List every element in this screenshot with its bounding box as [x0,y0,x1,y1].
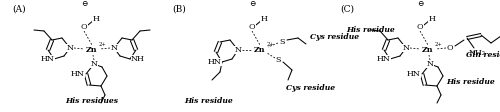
Text: Zn: Zn [254,46,266,54]
Text: 2+: 2+ [267,42,275,47]
Text: ⊖: ⊖ [249,0,255,8]
Text: H: H [428,15,436,23]
Text: NH: NH [131,55,145,63]
Text: O: O [416,23,424,31]
Text: H: H [92,15,100,23]
Text: N: N [234,46,242,54]
Text: Gln residue: Gln residue [466,51,500,59]
Text: N: N [426,60,434,68]
Text: HN: HN [208,58,222,66]
Text: Zn: Zn [422,46,434,54]
Text: HN: HN [71,70,85,78]
Text: (B): (B) [172,5,186,14]
Text: N: N [90,60,98,68]
Text: N: N [110,44,117,52]
Text: S: S [279,38,285,46]
Text: (C): (C) [340,5,354,14]
Text: 2+: 2+ [99,42,107,47]
Text: His residue: His residue [446,78,495,86]
Text: N: N [66,44,73,52]
Text: Zn: Zn [86,46,98,54]
Text: O: O [248,23,256,31]
Text: His residue: His residue [184,97,233,105]
Text: His residue: His residue [346,26,395,34]
Text: Cys residue: Cys residue [310,33,359,41]
Text: HN: HN [407,70,421,78]
Text: S: S [275,56,281,64]
Text: (A): (A) [12,5,26,14]
Text: 2+: 2+ [435,42,443,47]
Text: ⊖: ⊖ [81,0,87,8]
Text: O: O [446,44,454,52]
Text: His residues: His residues [66,97,118,105]
Text: NH₂: NH₂ [468,49,485,57]
Text: ⊖: ⊖ [417,0,423,8]
Text: H: H [260,15,268,23]
Text: HN: HN [41,55,55,63]
Text: O: O [80,23,87,31]
Text: HN: HN [377,55,391,63]
Text: N: N [402,44,409,52]
Text: Cys residue: Cys residue [286,84,335,92]
